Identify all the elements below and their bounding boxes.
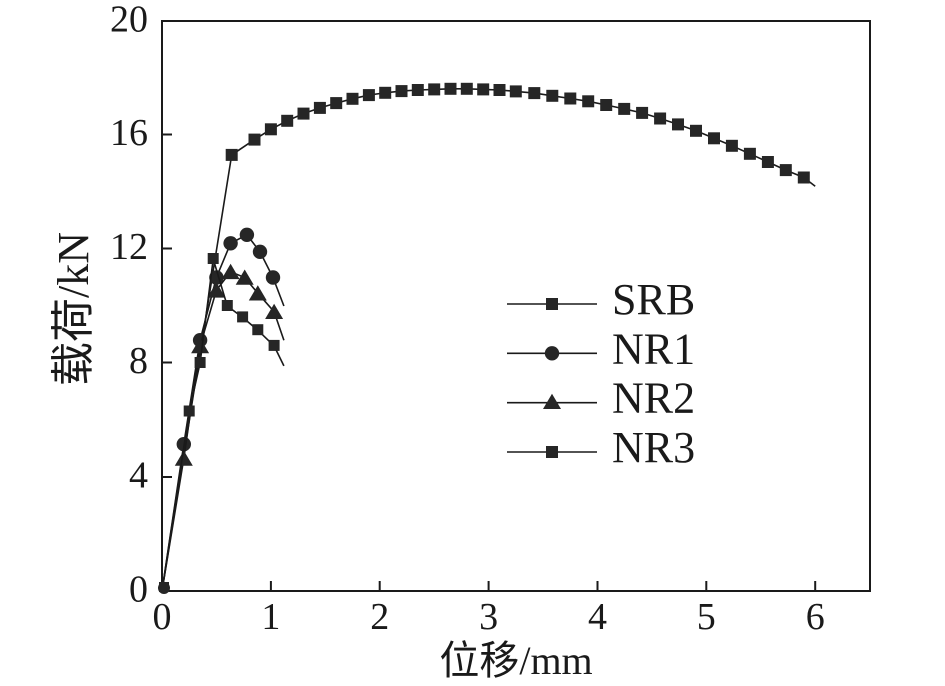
svg-text:16: 16 bbox=[110, 112, 148, 154]
svg-text:位移/mm: 位移/mm bbox=[439, 638, 592, 681]
svg-text:2: 2 bbox=[370, 596, 389, 638]
svg-text:1: 1 bbox=[261, 596, 280, 638]
svg-text:12: 12 bbox=[110, 226, 148, 268]
svg-text:载荷/kN: 载荷/kN bbox=[49, 232, 98, 386]
svg-text:20: 20 bbox=[110, 0, 148, 41]
svg-text:0: 0 bbox=[129, 569, 148, 611]
svg-text:5: 5 bbox=[697, 596, 716, 638]
svg-text:NR2: NR2 bbox=[612, 374, 695, 423]
svg-text:NR1: NR1 bbox=[612, 324, 695, 373]
svg-text:4: 4 bbox=[129, 455, 148, 497]
svg-text:SRB: SRB bbox=[612, 275, 695, 324]
svg-text:8: 8 bbox=[129, 340, 148, 382]
svg-text:6: 6 bbox=[806, 596, 825, 638]
svg-text:NR3: NR3 bbox=[612, 423, 695, 472]
svg-text:4: 4 bbox=[588, 596, 607, 638]
svg-text:0: 0 bbox=[153, 596, 172, 638]
svg-text:3: 3 bbox=[479, 596, 498, 638]
